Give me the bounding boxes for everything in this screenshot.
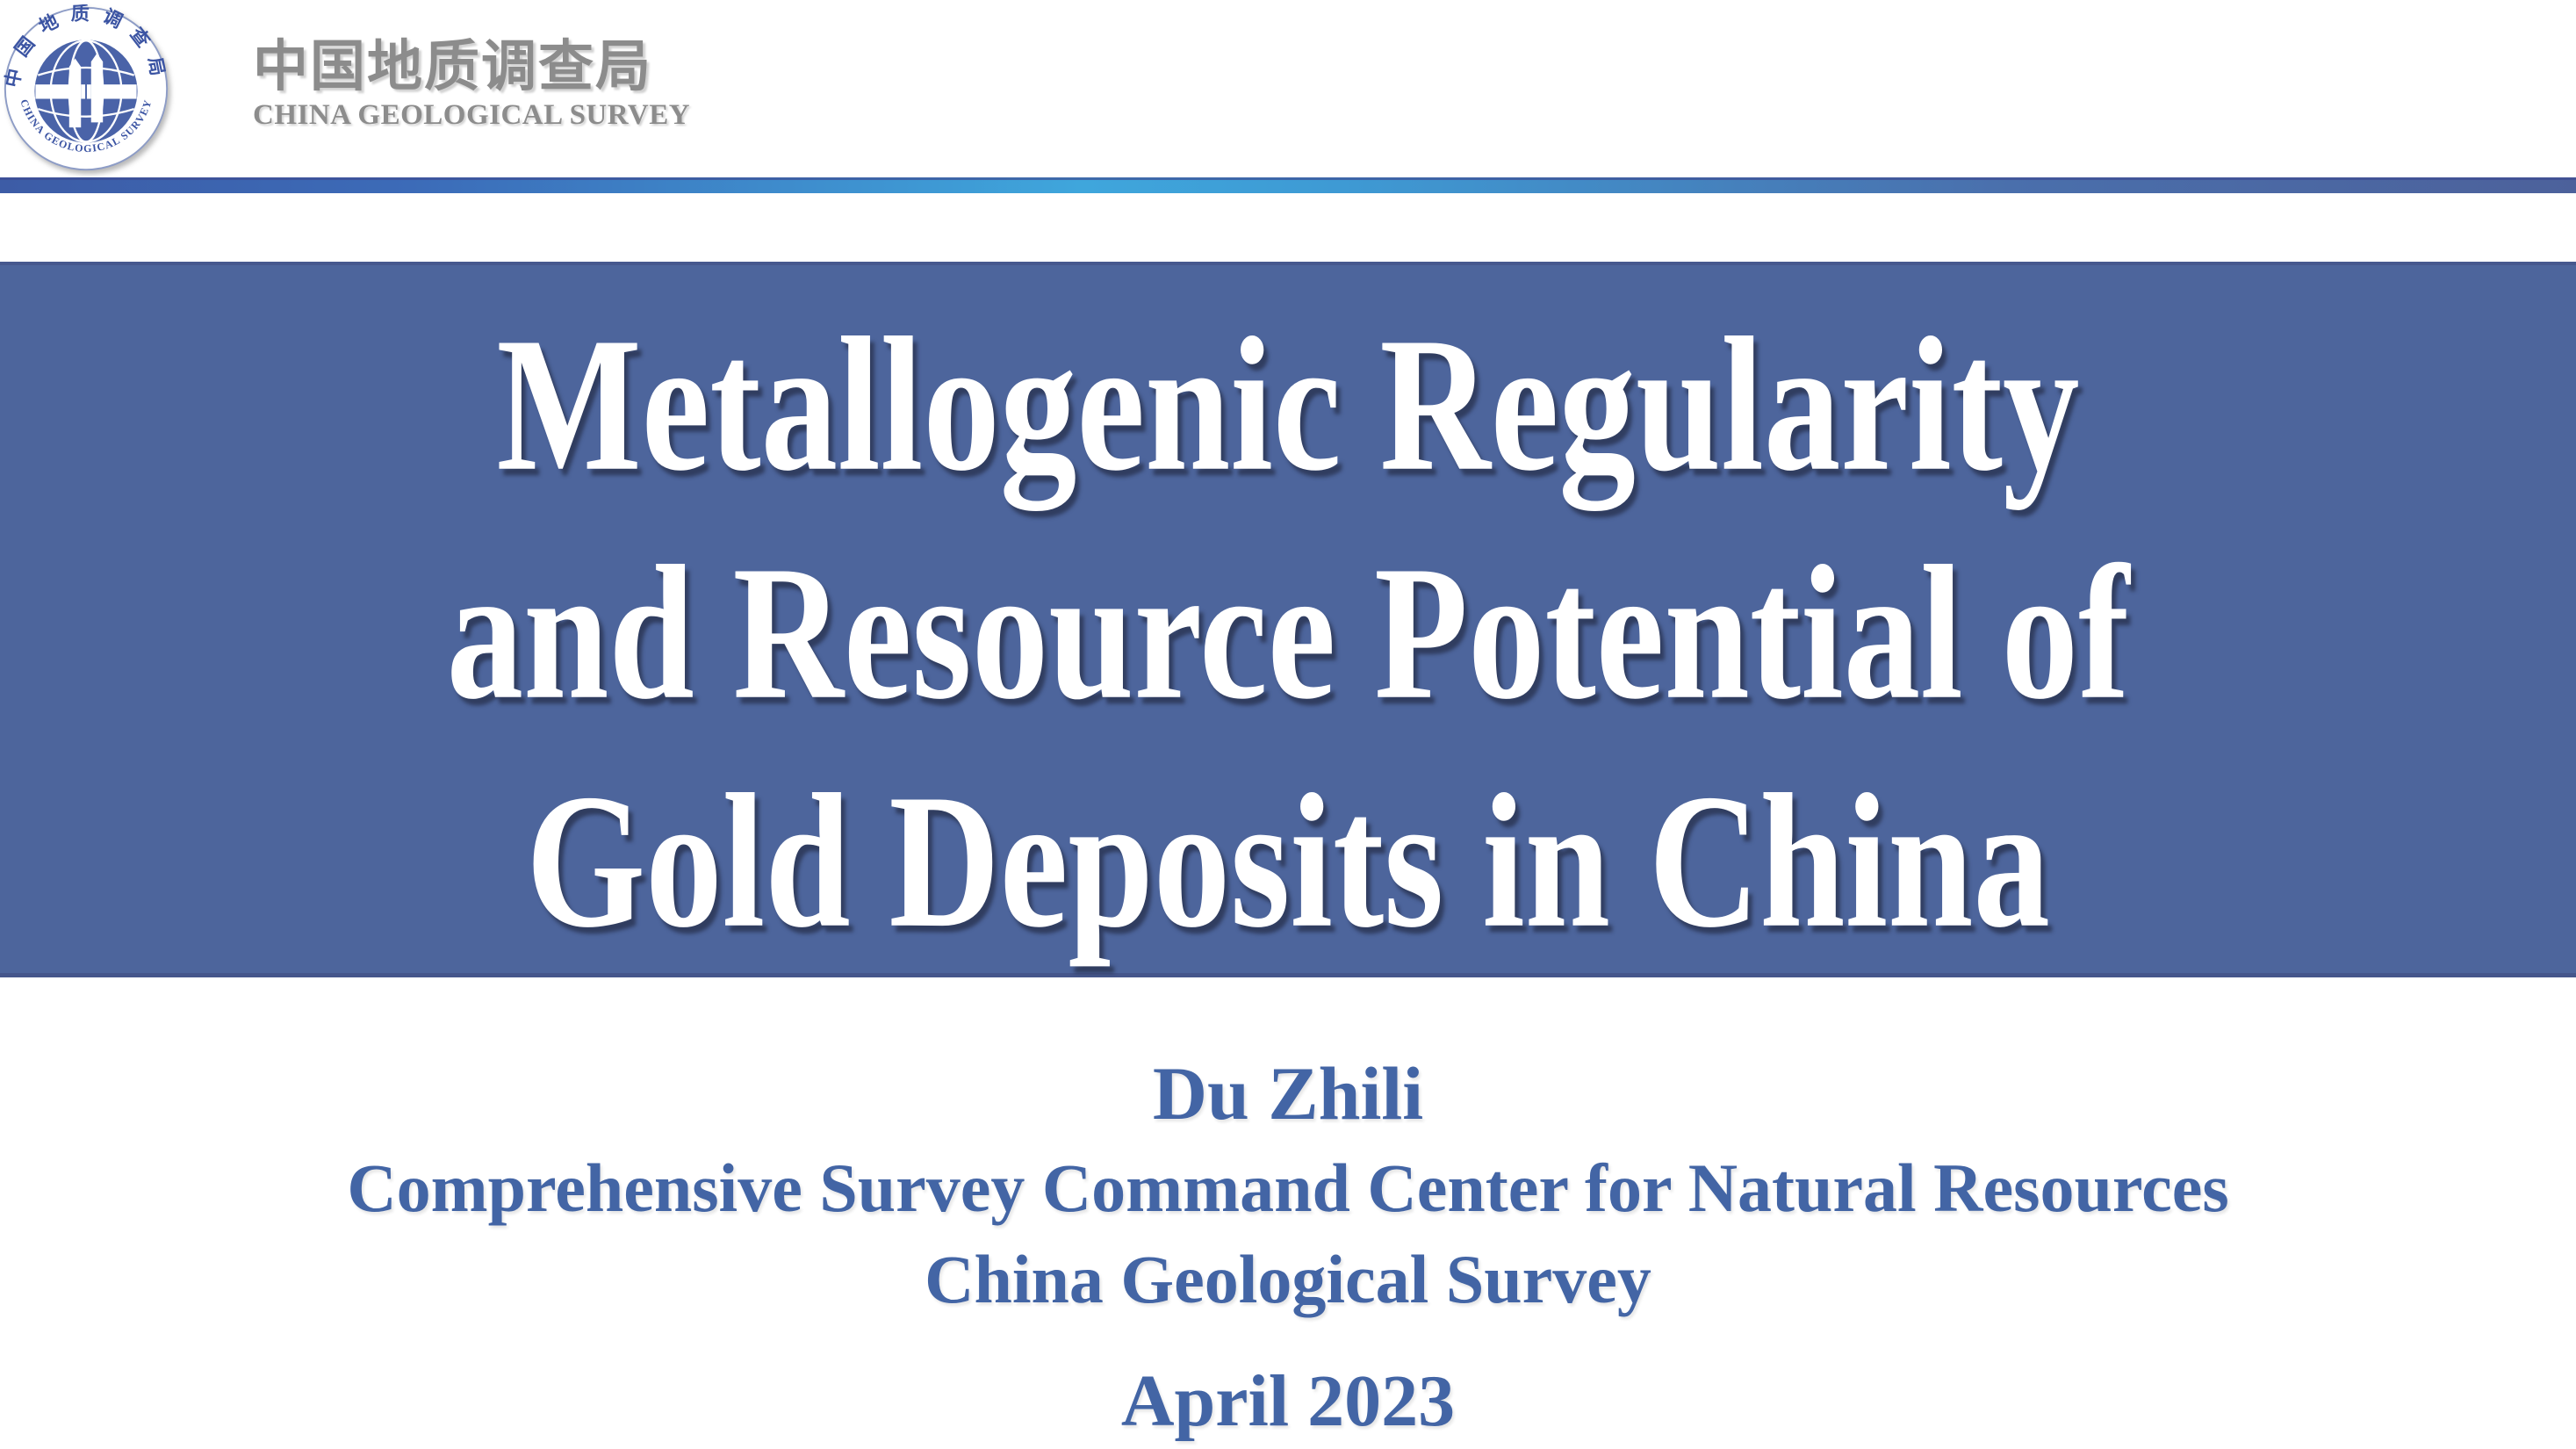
title-banner: Metallogenic Regularity and Resource Pot… [0,262,2576,977]
slide-header: 中国地质调查局 CHINA GEOLOGICAL SURVEY 中国地质调查局 … [0,0,2576,177]
affiliation-line-2: China Geological Survey [925,1241,1651,1317]
title-line-3: Gold Deposits in China [526,753,2050,968]
logo-emblem [35,53,137,128]
org-name-english: CHINA GEOLOGICAL SURVEY [253,99,691,132]
title-line-2: and Resource Potential of [446,525,2130,739]
cgs-logo-icon: 中国地质调查局 CHINA GEOLOGICAL SURVEY [2,4,169,171]
gradient-divider-bar [0,177,2576,193]
byline-block: Du Zhili Comprehensive Survey Command Ce… [0,1052,2576,1443]
org-name-block: 中国地质调查局 CHINA GEOLOGICAL SURVEY [253,37,690,132]
title-line-1: Metallogenic Regularity [496,297,2080,511]
affiliation-line-1: Comprehensive Survey Command Center for … [347,1150,2229,1226]
logo-globe [34,40,138,143]
author-name: Du Zhili [1152,1051,1424,1135]
org-name-chinese: 中国地质调查局 [253,36,652,97]
presentation-date: April 2023 [1120,1360,1456,1442]
